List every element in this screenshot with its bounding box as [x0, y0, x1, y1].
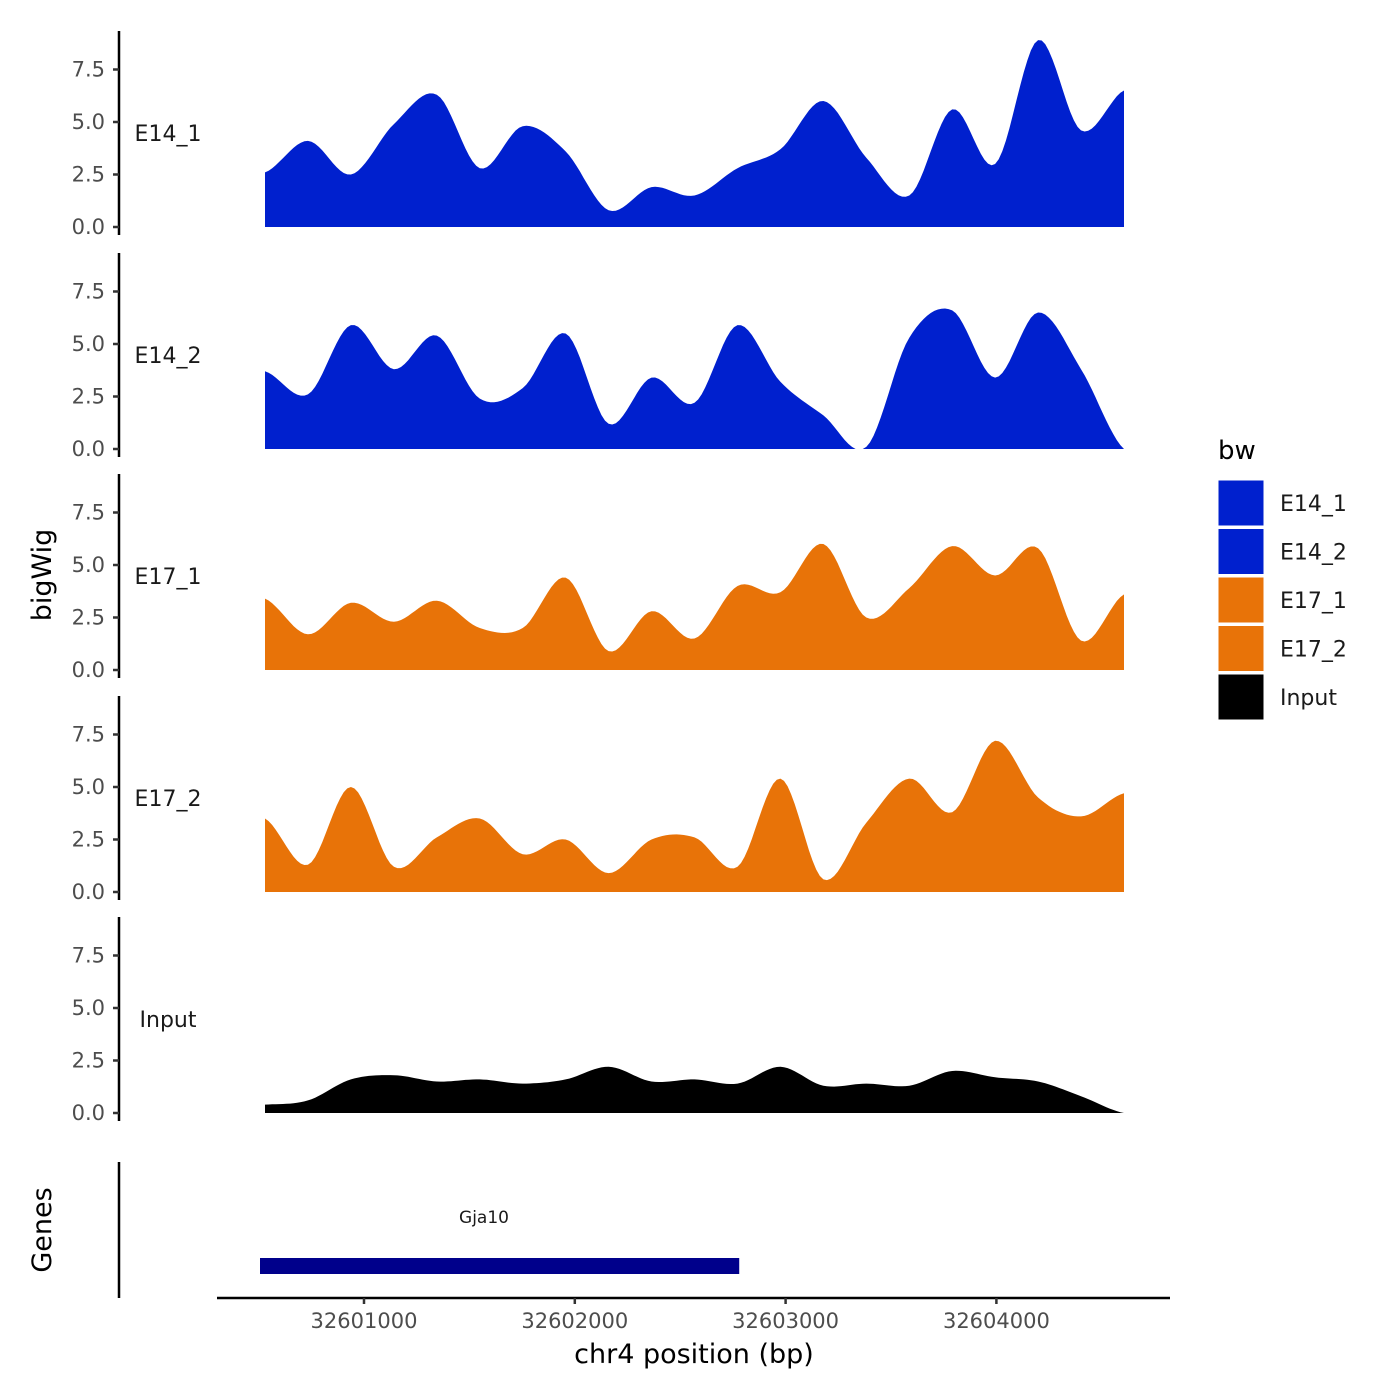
track-panels: 0.0 2.5 5.0 7.5 E14_1 0.0 2.5 5.0 7.5 E14_2 0.0 2.5…: [72, 31, 1124, 1125]
legend-key-E17_1: [1217, 576, 1265, 624]
coverage-area-Input: [265, 1066, 1124, 1113]
legend: bw E14_1 E14_2 E17_1 E17_2 Input: [1217, 436, 1347, 721]
y-tick-label: 7.5: [72, 944, 105, 968]
y-tick-label: 2.5: [72, 163, 105, 187]
x-tick-label: 32601000: [311, 1309, 418, 1333]
y-tick-label: 7.5: [72, 501, 105, 525]
y-tick-label: 0.0: [72, 880, 105, 904]
y-tick-label: 7.5: [72, 723, 105, 747]
y-tick-label: 0.0: [72, 437, 105, 461]
track-label: Input: [140, 1008, 197, 1033]
gene-panel: Gja10: [117, 1162, 740, 1298]
y-tick-label: 0.0: [72, 1101, 105, 1125]
track-label: E14_1: [135, 122, 202, 147]
coverage-area-E14_2: [265, 308, 1124, 449]
gene-annotations: Gja10: [260, 1208, 740, 1274]
y-tick-label: 5.0: [72, 775, 105, 799]
legend-items: E14_1 E14_2 E17_1 E17_2 Input: [1217, 479, 1347, 721]
coverage-area-E17_1: [265, 543, 1124, 670]
gene-panel-title: Genes: [27, 1187, 58, 1272]
gene-label: Gja10: [459, 1208, 509, 1228]
legend-label: E14_2: [1280, 541, 1347, 566]
legend-label: E14_1: [1280, 492, 1347, 517]
y-tick-label: 0.0: [72, 215, 105, 239]
legend-label: E17_1: [1280, 589, 1347, 614]
track-E14_2: 0.0 2.5 5.0 7.5 E14_2: [72, 253, 1124, 461]
y-tick-label: 5.0: [72, 110, 105, 134]
legend-key-Input: [1217, 673, 1265, 721]
track-label: E17_1: [135, 565, 202, 590]
x-axis-ticks: 32601000 32602000 32603000 32604000: [311, 1298, 1050, 1333]
y-tick-label: 7.5: [72, 280, 105, 304]
track-E17_1: 0.0 2.5 5.0 7.5 E17_1: [72, 474, 1124, 682]
legend-label: Input: [1280, 686, 1337, 711]
track-label: E17_2: [135, 787, 202, 812]
legend-key-E14_1: [1217, 479, 1265, 527]
track-E17_2: 0.0 2.5 5.0 7.5 E17_2: [72, 696, 1124, 904]
y-tick-label: 2.5: [72, 385, 105, 409]
coverage-area-E17_2: [265, 740, 1124, 892]
y-tick-label: 5.0: [72, 996, 105, 1020]
y-tick-label: 2.5: [72, 828, 105, 852]
y-tick-label: 2.5: [72, 1049, 105, 1073]
gene-body-Gja10: [260, 1258, 740, 1274]
legend-title: bw: [1218, 436, 1256, 466]
y-tick-label: 2.5: [72, 606, 105, 630]
y-tick-label: 7.5: [72, 58, 105, 82]
y-axis-title: bigWig: [27, 529, 58, 622]
x-axis: 32601000 32602000 32603000 32604000: [217, 1296, 1170, 1333]
legend-key-E14_2: [1217, 528, 1265, 575]
y-tick-label: 5.0: [72, 553, 105, 577]
legend-label: E17_2: [1280, 638, 1347, 663]
x-tick-label: 32604000: [943, 1309, 1050, 1333]
track-E14_1: 0.0 2.5 5.0 7.5 E14_1: [72, 31, 1124, 239]
coverage-area-E14_1: [265, 40, 1124, 227]
track-Input: 0.0 2.5 5.0 7.5 Input: [72, 917, 1124, 1125]
y-tick-label: 0.0: [72, 658, 105, 682]
legend-key-E17_2: [1217, 625, 1265, 672]
x-tick-label: 32603000: [732, 1309, 839, 1333]
y-tick-label: 5.0: [72, 332, 105, 356]
x-axis-title: chr4 position (bp): [574, 1339, 814, 1370]
x-tick-label: 32602000: [521, 1309, 628, 1333]
track-label: E14_2: [135, 344, 202, 369]
